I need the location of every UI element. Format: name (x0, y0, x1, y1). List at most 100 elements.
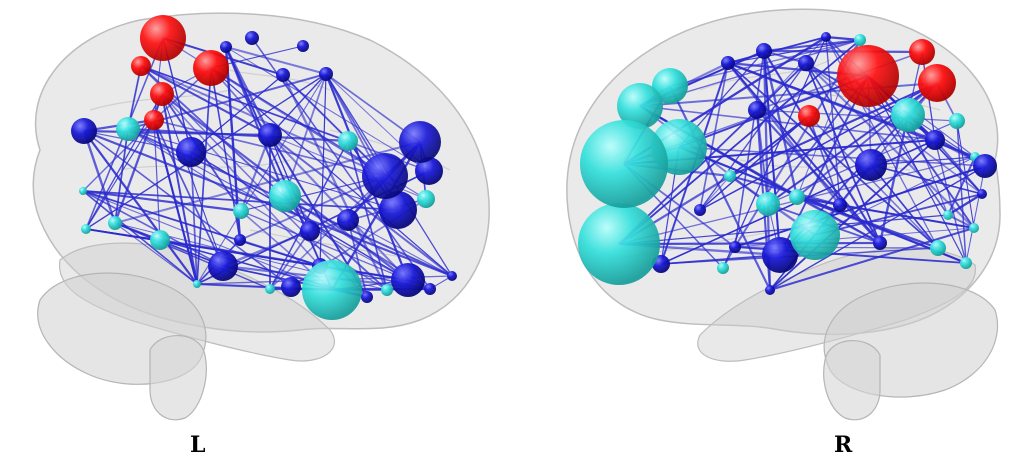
left-edge (83, 130, 198, 285)
left-node-blue (391, 263, 425, 297)
right-node-cyan (854, 34, 866, 46)
left-edge (114, 128, 129, 224)
right-edge (763, 49, 923, 54)
left-node-cyan (269, 180, 301, 212)
right-edge (870, 156, 976, 166)
right-node-blue (748, 101, 766, 119)
right-node-blue (973, 154, 997, 178)
right-edge (618, 62, 807, 245)
right-edge (734, 165, 986, 248)
left-edge (161, 93, 198, 285)
right-edge (763, 50, 881, 244)
right-hemisphere-label: R (834, 432, 853, 458)
left-edge (114, 222, 198, 285)
left-node-cyan (150, 230, 170, 250)
right-edge (870, 164, 983, 195)
right-node-blue (729, 241, 741, 253)
left-node-blue (281, 277, 301, 297)
right-node-cyan (652, 68, 688, 104)
left-edge (269, 140, 349, 290)
right-node-blue (873, 236, 887, 250)
left-node-cyan (108, 216, 122, 230)
left-node-cyan (302, 260, 362, 320)
right-hemisphere-view (566, 8, 1001, 421)
left-edge (190, 74, 284, 153)
left-node-blue (361, 291, 373, 303)
left-edge (225, 46, 286, 197)
left-node-blue (300, 221, 320, 241)
left-edge (82, 130, 117, 224)
right-edge (618, 39, 861, 245)
left-node-blue (337, 209, 359, 231)
right-node-red (918, 64, 956, 102)
left-node-blue (362, 153, 408, 199)
right-edge (805, 62, 872, 166)
right-node-cyan (617, 83, 663, 129)
left-edge (83, 129, 453, 278)
left-edge (225, 46, 327, 75)
right-node-cyan (943, 210, 953, 220)
right-node-blue (977, 189, 987, 199)
right-node-cyan (580, 120, 668, 208)
left-node-red (131, 56, 151, 76)
right-edge (870, 164, 939, 249)
left-node-cyan (233, 203, 249, 219)
left-brainstem (149, 335, 207, 421)
right-node-blue (833, 198, 847, 212)
left-brain-surface (32, 12, 490, 421)
right-edge (805, 62, 983, 195)
left-edge (85, 119, 155, 230)
right-node-blue (762, 237, 798, 273)
right-edge (947, 193, 983, 216)
right-node-red (909, 39, 935, 65)
right-node-blue (694, 204, 706, 216)
left-node-blue (319, 67, 333, 81)
right-edge (727, 36, 827, 64)
right-edge (769, 139, 936, 291)
left-edge (114, 222, 271, 290)
right-node-cyan (960, 257, 972, 269)
right-edge (805, 62, 975, 229)
left-node-cyan (381, 284, 393, 296)
left-edge (85, 73, 327, 230)
right-edge (660, 247, 939, 265)
left-edge (269, 134, 409, 281)
left-node-blue (220, 41, 232, 53)
left-edge (347, 219, 453, 277)
right-edge (956, 120, 967, 264)
left-edge (85, 228, 321, 267)
right-edge (678, 75, 869, 148)
left-edge (319, 73, 327, 267)
right-node-blue (756, 43, 772, 59)
left-node-blue (245, 31, 259, 45)
left-node-blue (415, 157, 443, 185)
left-node-blue (424, 283, 436, 295)
left-node-red (140, 15, 186, 61)
left-node-blue (379, 191, 417, 229)
left-node-blue (447, 271, 457, 281)
right-edge (618, 214, 949, 245)
right-edge (699, 115, 810, 211)
right-node-cyan (756, 192, 780, 216)
left-edge (82, 190, 399, 211)
left-node-cyan (79, 187, 87, 195)
right-edge (699, 175, 731, 211)
left-node-blue (258, 123, 282, 147)
right-node-blue (855, 149, 887, 181)
left-node-red (193, 50, 229, 86)
right-edge (669, 39, 861, 87)
right-node-cyan (724, 170, 736, 182)
left-node-blue (297, 40, 309, 52)
left-edge (282, 74, 386, 177)
right-node-red (798, 105, 820, 127)
right-node-cyan (578, 203, 660, 285)
right-edge (699, 62, 729, 211)
left-node-blue (71, 118, 97, 144)
right-node-cyan (930, 240, 946, 256)
left-edge (281, 74, 389, 291)
left-node-blue (399, 121, 441, 163)
right-edge (727, 62, 939, 249)
left-node-cyan (338, 131, 358, 151)
right-node-cyan (790, 210, 840, 260)
